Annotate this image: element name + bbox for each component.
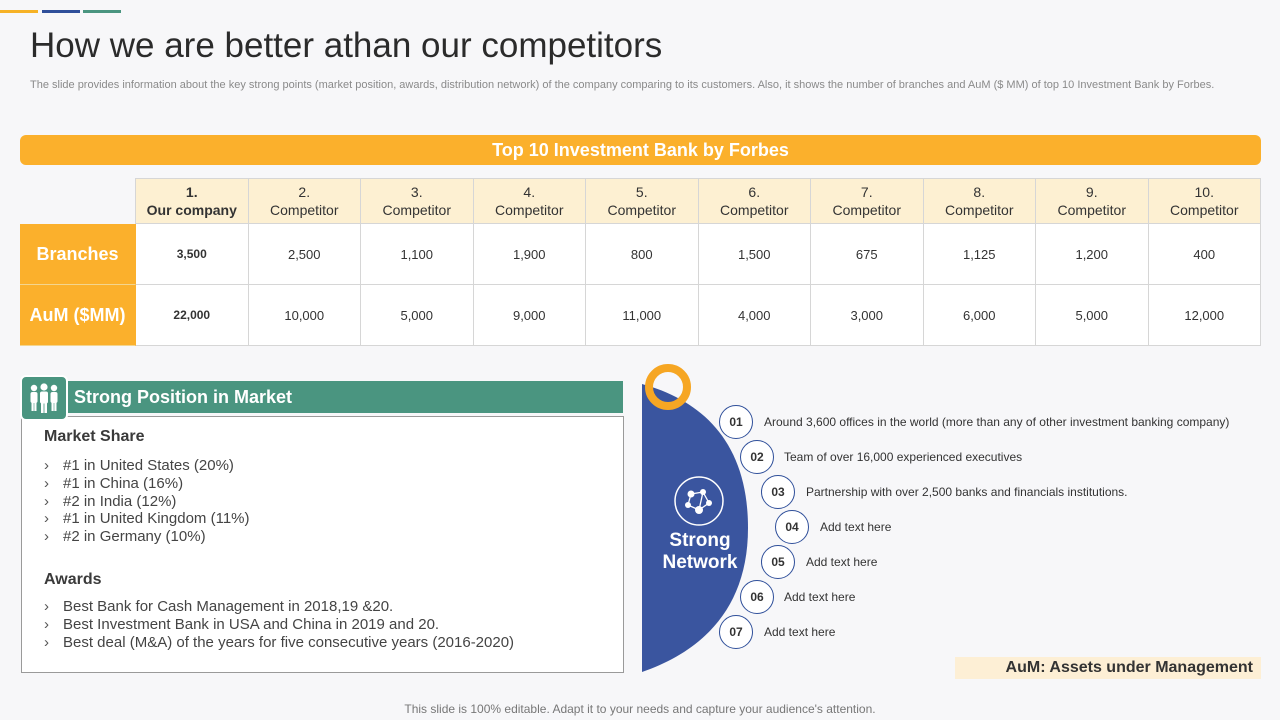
- row-label: AuM ($MM): [20, 285, 136, 346]
- table-cell: 9,000: [473, 285, 586, 346]
- network-item-text: Team of over 16,000 experienced executiv…: [784, 450, 1023, 464]
- network-item-text: Add text here: [764, 625, 836, 639]
- table-corner-cell: [20, 178, 136, 224]
- network-item-number: 03: [761, 475, 795, 509]
- table-cell: 22,000: [136, 285, 249, 346]
- footer-note: This slide is 100% editable. Adapt it to…: [404, 702, 876, 716]
- network-item-number: 04: [775, 510, 809, 544]
- network-item-number: 05: [761, 545, 795, 579]
- table-cell: 10,000: [248, 285, 361, 346]
- list-item: #1 in China (16%): [44, 475, 250, 493]
- accent-bar-yellow: [0, 10, 38, 13]
- network-item-text: Add text here: [820, 520, 892, 534]
- network-item-text: Partnership with over 2,500 banks and fi…: [806, 485, 1128, 499]
- column-header-8: 8. Competitor: [923, 178, 1036, 224]
- list-item: #1 in United Kingdom (11%): [44, 510, 250, 528]
- network-item-number: 07: [719, 615, 753, 649]
- column-header-7: 7. Competitor: [811, 178, 924, 224]
- column-header-5: 5. Competitor: [586, 178, 699, 224]
- table-cell: 3,500: [136, 224, 249, 285]
- table-cell: 3,000: [811, 285, 924, 346]
- list-item: #2 in India (12%): [44, 493, 250, 511]
- team-icon: [20, 375, 68, 421]
- table-cell: 6,000: [923, 285, 1036, 346]
- table-cell: 400: [1148, 224, 1261, 285]
- column-header-3: 3. Competitor: [361, 178, 474, 224]
- network-item-number: 01: [719, 405, 753, 439]
- market-panel: Market Share #1 in United States (20%) #…: [21, 416, 624, 673]
- list-item: #1 in United States (20%): [44, 457, 250, 475]
- column-header-4: 4. Competitor: [473, 178, 586, 224]
- table-cell: 800: [586, 224, 699, 285]
- market-share-title: Market Share: [44, 428, 145, 445]
- market-share-list: #1 in United States (20%) #1 in China (1…: [44, 457, 250, 546]
- table-cell: 11,000: [586, 285, 699, 346]
- network-arc-shape: [642, 364, 748, 672]
- comparison-table: 1. Our company 2. Competitor 3. Competitor …: [20, 178, 1261, 346]
- table-cell: 1,500: [698, 224, 811, 285]
- list-item: #2 in Germany (10%): [44, 528, 250, 546]
- column-header-9: 9. Competitor: [1036, 178, 1149, 224]
- column-header-10: 10. Competitor: [1148, 178, 1261, 224]
- network-item-text: Add text here: [784, 590, 856, 604]
- network-item-number: 02: [740, 440, 774, 474]
- list-item: Best deal (M&A) of the years for five co…: [44, 634, 514, 652]
- market-panel-header: Strong Position in Market: [68, 381, 623, 413]
- table-cell: 675: [811, 224, 924, 285]
- accent-bar-green: [83, 10, 121, 13]
- table-cell: 4,000: [698, 285, 811, 346]
- accent-bar-blue: [42, 10, 80, 13]
- table-cell: 2,500: [248, 224, 361, 285]
- aum-definition-note: AuM: Assets under Management: [955, 657, 1261, 679]
- network-item-text: Add text here: [806, 555, 878, 569]
- network-item-number: 06: [740, 580, 774, 614]
- network-label: Strong Network: [662, 530, 738, 573]
- table-banner: Top 10 Investment Bank by Forbes: [20, 135, 1261, 165]
- column-header-6: 6. Competitor: [698, 178, 811, 224]
- table-cell: 5,000: [361, 285, 474, 346]
- awards-title: Awards: [44, 571, 102, 588]
- table-cell: 1,900: [473, 224, 586, 285]
- awards-list: Best Bank for Cash Management in 2018,19…: [44, 598, 514, 651]
- column-header-1: 1. Our company: [136, 178, 249, 224]
- slide-title: How we are better athan our competitors: [30, 26, 663, 65]
- slide-subtitle: The slide provides information about the…: [30, 79, 1215, 91]
- table-row-aum: AuM ($MM) 22,000 10,000 5,000 9,000 11,0…: [20, 285, 1261, 346]
- list-item: Best Investment Bank in USA and China in…: [44, 616, 514, 634]
- list-item: Best Bank for Cash Management in 2018,19…: [44, 598, 514, 616]
- table-row-branches: Branches 3,500 2,500 1,100 1,900 800 1,5…: [20, 224, 1261, 285]
- table-cell: 5,000: [1036, 285, 1149, 346]
- table-cell: 12,000: [1148, 285, 1261, 346]
- row-label: Branches: [20, 224, 136, 285]
- column-header-2: 2. Competitor: [248, 178, 361, 224]
- network-icon: [673, 475, 725, 527]
- network-item-text: Around 3,600 offices in the world (more …: [764, 415, 1230, 429]
- table-cell: 1,200: [1036, 224, 1149, 285]
- table-cell: 1,100: [361, 224, 474, 285]
- table-cell: 1,125: [923, 224, 1036, 285]
- table-header-row: 1. Our company 2. Competitor 3. Competitor …: [20, 178, 1261, 224]
